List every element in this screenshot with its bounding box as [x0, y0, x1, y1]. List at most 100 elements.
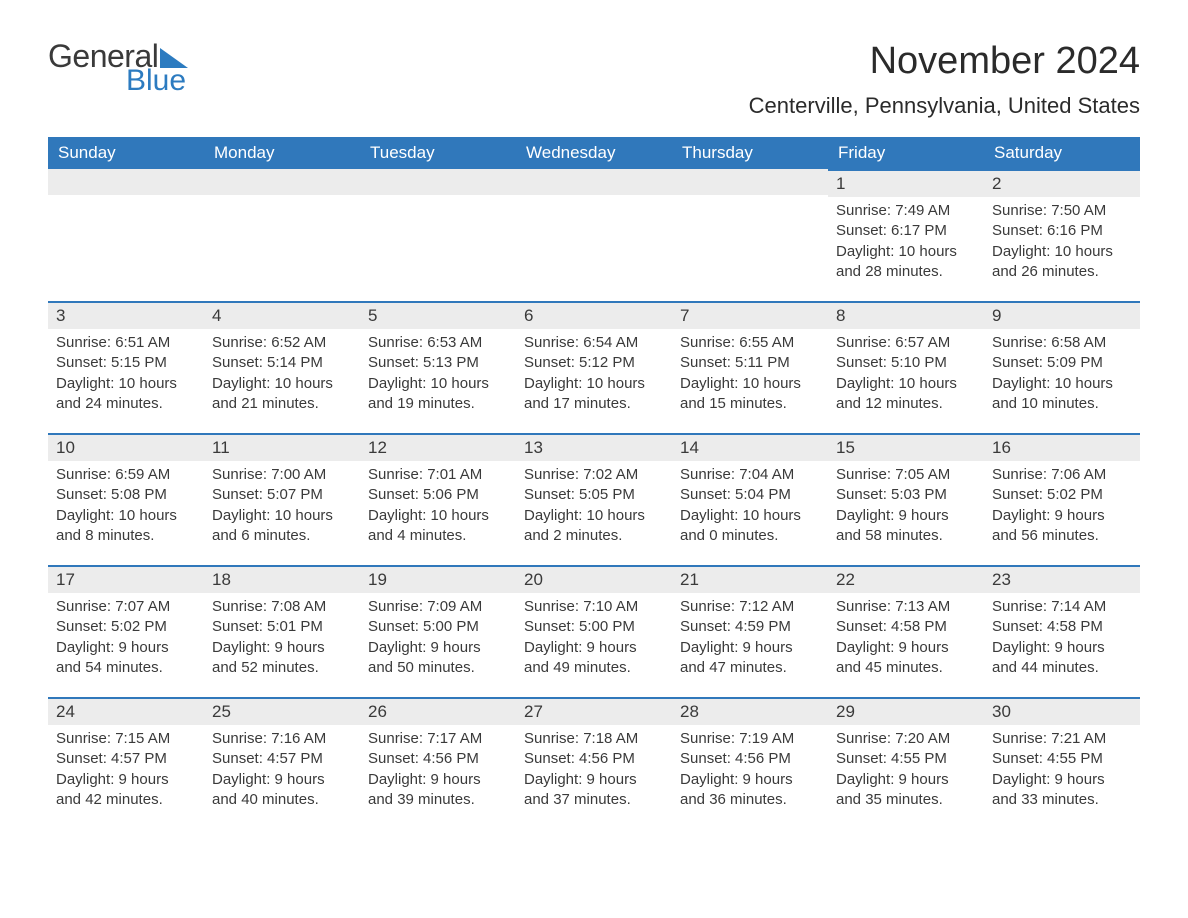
- calendar-cell: 4Sunrise: 6:52 AMSunset: 5:14 PMDaylight…: [204, 301, 360, 433]
- day-header: Thursday: [672, 137, 828, 169]
- day-content: Sunrise: 7:01 AMSunset: 5:06 PMDaylight:…: [360, 461, 516, 546]
- sunrise-value: 7:50 AM: [1051, 202, 1106, 219]
- daylight-hours: 9 hours: [431, 771, 481, 788]
- calendar-body: 1Sunrise: 7:49 AMSunset: 6:17 PMDaylight…: [48, 169, 1140, 829]
- sunrise-label: Sunrise:: [56, 730, 115, 747]
- day-number: 6: [516, 301, 672, 329]
- sunset-value: 4:56 PM: [735, 750, 791, 767]
- daylight-line2: and 24 minutes.: [56, 394, 196, 414]
- sunset-label: Sunset:: [836, 750, 891, 767]
- sunset-value: 4:55 PM: [891, 750, 947, 767]
- sunset-label: Sunset:: [680, 750, 735, 767]
- day-content: Sunrise: 7:20 AMSunset: 4:55 PM Daylight:…: [828, 725, 984, 810]
- sunrise-value: 7:00 AM: [271, 466, 326, 483]
- daylight-line1: Daylight: 10 hours: [56, 506, 196, 526]
- daylight-label: Daylight:: [524, 771, 587, 788]
- calendar-cell: 15Sunrise: 7:05 AMSunset: 5:03 PMDayligh…: [828, 433, 984, 565]
- sunset-line: Sunset: 5:02 PM: [56, 617, 196, 637]
- daylight-hours: 10 hours: [743, 375, 801, 392]
- daylight-line2: and 6 minutes.: [212, 526, 352, 546]
- sunrise-value: 7:14 AM: [1051, 598, 1106, 615]
- calendar-cell: 20Sunrise: 7:10 AMSunset: 5:00 PMDayligh…: [516, 565, 672, 697]
- sunrise-value: 7:05 AM: [895, 466, 950, 483]
- sunset-label: Sunset:: [212, 618, 267, 635]
- day-content: Sunrise: 7:50 AMSunset: 6:16 PMDaylight:…: [984, 197, 1140, 282]
- sunrise-label: Sunrise:: [680, 730, 739, 747]
- sunrise-line: Sunrise: 7:50 AM: [992, 201, 1132, 221]
- sunrise-label: Sunrise:: [56, 466, 115, 483]
- daylight-line2: and 26 minutes.: [992, 262, 1132, 282]
- calendar-cell: 3Sunrise: 6:51 AMSunset: 5:15 PMDaylight…: [48, 301, 204, 433]
- daylight-line2: and 50 minutes.: [368, 658, 508, 678]
- sunrise-value: 7:21 AM: [1051, 730, 1106, 747]
- sunrise-line: Sunrise: 7:20 AM: [836, 729, 976, 749]
- sunrise-value: 6:59 AM: [115, 466, 170, 483]
- calendar-cell: 10 Sunrise: 6:59 AM Sunset: 5:08 PMDayligh…: [48, 433, 204, 565]
- sunset-label: Sunset:: [992, 750, 1047, 767]
- daylight-hours: 10 hours: [275, 507, 333, 524]
- day-header: Monday: [204, 137, 360, 169]
- sunrise-label: Sunrise:: [212, 598, 271, 615]
- day-content: Sunrise: 7:09 AMSunset: 5:00 PMDaylight:…: [360, 593, 516, 678]
- sunset-line: Sunset: 5:01 PM: [212, 617, 352, 637]
- daylight-label: Daylight:: [524, 639, 587, 656]
- day-number: 20: [516, 565, 672, 593]
- day-content: Sunrise: 6:57 AMSunset: 5:10 PMDaylight:…: [828, 329, 984, 414]
- day-number: 23: [984, 565, 1140, 593]
- daylight-label: Daylight:: [836, 771, 899, 788]
- sunrise-value: 7:16 AM: [271, 730, 326, 747]
- sunset-value: 5:02 PM: [111, 618, 167, 635]
- daylight-label: Daylight:: [992, 771, 1055, 788]
- daylight-hours: 10 hours: [587, 507, 645, 524]
- blank-day-bar: [204, 169, 360, 195]
- daylight-line1: Daylight: 10 hours: [212, 374, 352, 394]
- daylight-label: Daylight:: [680, 771, 743, 788]
- daylight-line2: and 37 minutes.: [524, 790, 664, 810]
- daylight-hours: 9 hours: [899, 771, 949, 788]
- daylight-line1: Daylight: 10 hours: [680, 374, 820, 394]
- sunset-label: Sunset:: [680, 486, 735, 503]
- daylight-line1: Daylight: 10 hours: [836, 374, 976, 394]
- day-header: Saturday: [984, 137, 1140, 169]
- day-number: 14: [672, 433, 828, 461]
- sunset-line: Sunset: 5:12 PM: [524, 353, 664, 373]
- daylight-line1: Daylight: 9 hours: [368, 638, 508, 658]
- day-content: Sunrise: 7:12 AMSunset: 4:59 PMDaylight:…: [672, 593, 828, 678]
- daylight-line1: Daylight: 9 hours: [368, 770, 508, 790]
- sunrise-label: Sunrise:: [680, 334, 739, 351]
- daylight-label: Daylight:: [992, 639, 1055, 656]
- day-number: 13: [516, 433, 672, 461]
- sunrise-value: 6:55 AM: [739, 334, 794, 351]
- daylight-label: Daylight:: [56, 375, 119, 392]
- day-number: 2: [984, 169, 1140, 197]
- sunset-line: Sunset: 4:59 PM: [680, 617, 820, 637]
- sunrise-line: Sunrise: 7:02 AM: [524, 465, 664, 485]
- sunrise-label: Sunrise:: [836, 334, 895, 351]
- day-number: 10: [48, 433, 204, 461]
- day-content: Sunrise: 6:52 AMSunset: 5:14 PMDaylight:…: [204, 329, 360, 414]
- sunrise-line: Sunrise: 7:13 AM: [836, 597, 976, 617]
- calendar-cell: 22Sunrise: 7:13 AMSunset: 4:58 PMDayligh…: [828, 565, 984, 697]
- sunset-line: Sunset: 5:11 PM: [680, 353, 820, 373]
- day-number: 25: [204, 697, 360, 725]
- sunset-label: Sunset:: [368, 354, 423, 371]
- sunset-label: Sunset:: [524, 486, 579, 503]
- daylight-line1: Daylight: 9 hours: [992, 770, 1132, 790]
- daylight-line2: and 2 minutes.: [524, 526, 664, 546]
- sunset-label: Sunset:: [992, 618, 1047, 635]
- blank-day-bar: [48, 169, 204, 195]
- day-number: 8: [828, 301, 984, 329]
- daylight-label: Daylight:: [836, 639, 899, 656]
- sunrise-value: 7:12 AM: [739, 598, 794, 615]
- sunset-line: Sunset: 5:08 PM: [56, 485, 196, 505]
- day-number: 30: [984, 697, 1140, 725]
- sunrise-line: Sunrise: 7:07 AM: [56, 597, 196, 617]
- day-content: Sunrise: 7:02 AMSunset: 5:05 PMDaylight:…: [516, 461, 672, 546]
- sunrise-line: Sunrise: 7:10 AM: [524, 597, 664, 617]
- daylight-line1: Daylight: 9 hours: [992, 506, 1132, 526]
- sunset-label: Sunset:: [680, 618, 735, 635]
- calendar-cell: 16Sunrise: 7:06 AMSunset: 5:02 PMDayligh…: [984, 433, 1140, 565]
- blank-day-bar: [516, 169, 672, 195]
- sunset-label: Sunset:: [992, 222, 1047, 239]
- sunrise-label: Sunrise:: [836, 730, 895, 747]
